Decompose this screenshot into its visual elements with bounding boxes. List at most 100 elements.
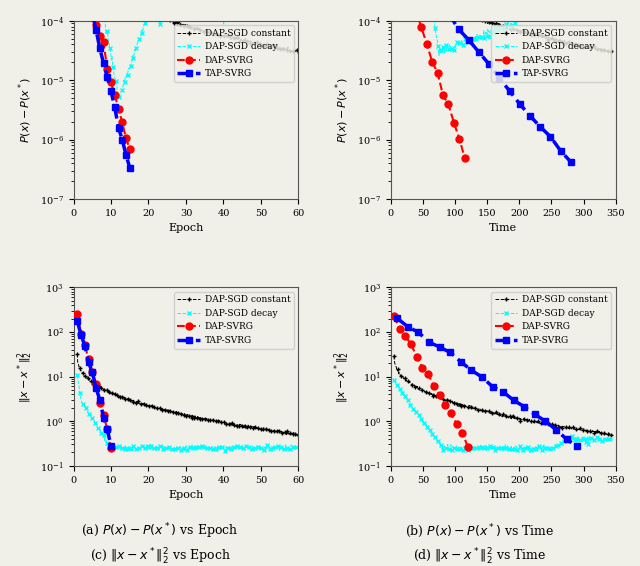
DAP-SVRG: [401, 333, 409, 340]
TAP-SVRG: [531, 411, 539, 418]
DAP-SVRG: [126, 145, 134, 152]
DAP-SGD decay: [204, 444, 212, 451]
DAP-SGD constant: [390, 353, 398, 359]
DAP-SVRG: [84, 355, 92, 362]
DAP-SVRG: [452, 421, 460, 427]
TAP-SVRG: [100, 414, 108, 421]
X-axis label: Time: Time: [489, 490, 517, 500]
DAP-SGD constant: [234, 36, 242, 43]
Line: TAP-SVRG: TAP-SVRG: [394, 0, 574, 165]
TAP-SVRG: [468, 367, 476, 374]
TAP-SVRG: [100, 59, 108, 66]
DAP-SGD constant: [290, 430, 298, 436]
TAP-SVRG: [573, 443, 581, 450]
DAP-SGD constant: [508, 26, 516, 33]
TAP-SVRG: [81, 342, 88, 349]
DAP-SGD constant: [212, 31, 220, 38]
DAP-SGD decay: [550, 0, 557, 5]
DAP-SVRG: [417, 24, 425, 31]
DAP-SGD decay: [526, 449, 534, 456]
Line: DAP-SGD constant: DAP-SGD constant: [392, 354, 614, 438]
Line: DAP-SGD constant: DAP-SGD constant: [75, 0, 301, 55]
DAP-SGD constant: [294, 50, 302, 57]
TAP-SVRG: [404, 324, 412, 331]
DAP-SGD decay: [213, 448, 221, 455]
TAP-SVRG: [457, 358, 465, 365]
Y-axis label: $P(x) - P(x^*)$: $P(x) - P(x^*)$: [333, 77, 351, 143]
DAP-SVRG: [419, 365, 426, 371]
TAP-SVRG: [536, 123, 544, 130]
Text: (a) $P(x) - P(x^*)$ vs Epoch: (a) $P(x) - P(x^*)$ vs Epoch: [81, 521, 239, 541]
DAP-SGD decay: [435, 52, 443, 59]
DAP-SGD constant: [74, 350, 81, 357]
TAP-SVRG: [394, 315, 401, 321]
TAP-SVRG: [104, 426, 111, 432]
DAP-SVRG: [111, 91, 118, 98]
TAP-SVRG: [475, 49, 483, 55]
TAP-SVRG: [88, 10, 96, 16]
TAP-SVRG: [122, 152, 130, 158]
DAP-SGD constant: [494, 410, 502, 417]
DAP-SVRG: [412, 7, 420, 14]
TAP-SVRG: [465, 37, 472, 44]
TAP-SVRG: [436, 344, 444, 350]
Legend: DAP-SGD constant, DAP-SGD decay, DAP-SVRG, TAP-SVRG: DAP-SGD constant, DAP-SGD decay, DAP-SVR…: [174, 25, 294, 82]
DAP-SVRG: [74, 311, 81, 318]
DAP-SVRG: [442, 401, 449, 408]
TAP-SVRG: [485, 61, 493, 68]
TAP-SVRG: [118, 136, 126, 143]
DAP-SGD decay: [417, 413, 424, 420]
TAP-SVRG: [506, 88, 513, 95]
X-axis label: Epoch: Epoch: [168, 490, 204, 500]
Line: DAP-SVRG: DAP-SVRG: [390, 0, 468, 161]
DAP-SGD decay: [114, 96, 122, 102]
DAP-SVRG: [96, 33, 104, 40]
TAP-SVRG: [96, 45, 104, 52]
DAP-SVRG: [96, 400, 104, 406]
TAP-SVRG: [107, 88, 115, 95]
Line: TAP-SVRG: TAP-SVRG: [394, 315, 580, 450]
Line: DAP-SGD constant: DAP-SGD constant: [392, 0, 614, 55]
Line: DAP-SVRG: DAP-SVRG: [390, 312, 472, 451]
DAP-SGD constant: [609, 432, 616, 439]
DAP-SGD constant: [145, 10, 153, 17]
DAP-SVRG: [428, 58, 436, 65]
TAP-SVRG: [478, 374, 486, 380]
DAP-SVRG: [122, 135, 130, 142]
TAP-SVRG: [499, 388, 507, 395]
DAP-SGD constant: [570, 424, 577, 431]
DAP-SGD constant: [287, 432, 295, 439]
DAP-SGD decay: [528, 444, 536, 451]
TAP-SVRG: [84, 359, 92, 366]
TAP-SVRG: [489, 383, 497, 390]
TAP-SVRG: [104, 74, 111, 80]
TAP-SVRG: [88, 368, 96, 375]
DAP-SVRG: [107, 79, 115, 86]
TAP-SVRG: [567, 158, 575, 165]
DAP-SVRG: [77, 331, 85, 337]
Line: DAP-SVRG: DAP-SVRG: [74, 311, 115, 452]
Text: (c) $\|x - x^*\|_2^2$ vs Epoch: (c) $\|x - x^*\|_2^2$ vs Epoch: [90, 546, 230, 566]
Line: TAP-SVRG: TAP-SVRG: [74, 318, 115, 449]
Line: DAP-SGD decay: DAP-SGD decay: [392, 0, 614, 58]
Line: TAP-SVRG: TAP-SVRG: [74, 0, 133, 171]
DAP-SVRG: [115, 105, 122, 112]
DAP-SGD constant: [193, 415, 201, 422]
DAP-SGD constant: [495, 411, 503, 418]
TAP-SVRG: [126, 164, 134, 171]
DAP-SGD decay: [206, 12, 214, 19]
DAP-SVRG: [407, 341, 415, 348]
DAP-SGD decay: [477, 34, 485, 41]
TAP-SVRG: [415, 329, 422, 336]
DAP-SGD constant: [233, 34, 241, 41]
DAP-SVRG: [436, 392, 444, 398]
DAP-SVRG: [390, 312, 398, 319]
TAP-SVRG: [520, 404, 528, 410]
DAP-SGD constant: [161, 16, 169, 23]
TAP-SVRG: [552, 426, 560, 433]
DAP-SVRG: [104, 66, 111, 72]
TAP-SVRG: [107, 443, 115, 449]
DAP-SVRG: [413, 354, 420, 361]
DAP-SVRG: [88, 6, 96, 13]
DAP-SVRG: [396, 326, 404, 333]
